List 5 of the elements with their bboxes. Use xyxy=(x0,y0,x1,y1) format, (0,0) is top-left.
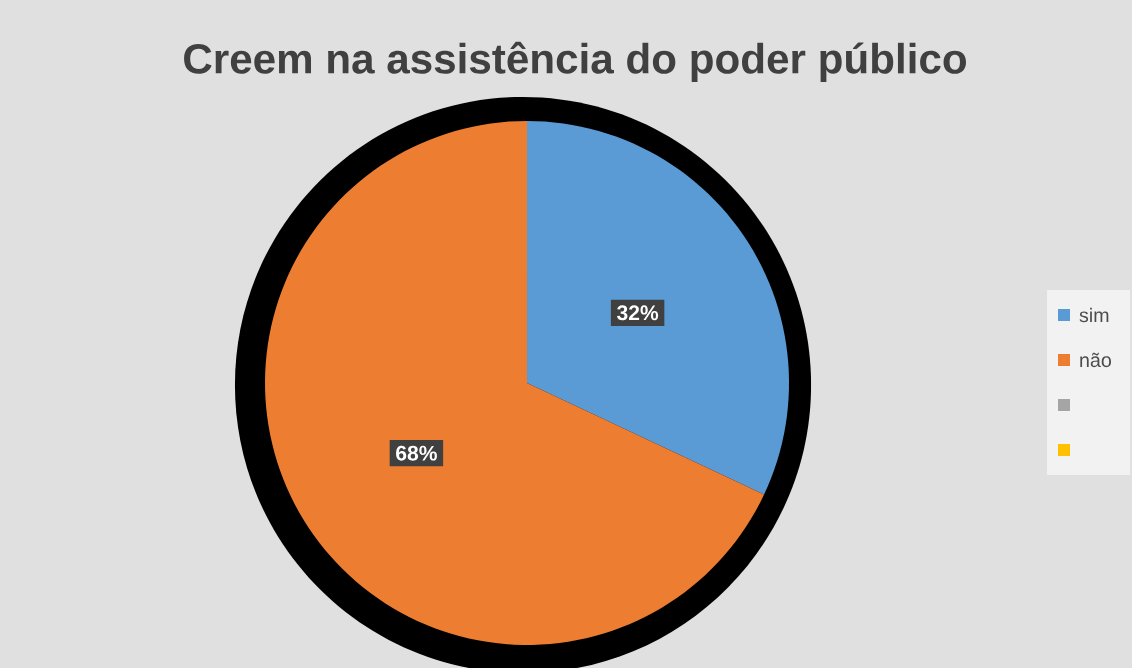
data-label: 68% xyxy=(396,445,437,461)
legend-label: sim xyxy=(1079,307,1109,323)
legend-label: não xyxy=(1080,352,1111,368)
chart-title: Creem na assistência do poder público xyxy=(184,41,967,83)
data-label: 32% xyxy=(616,305,659,321)
